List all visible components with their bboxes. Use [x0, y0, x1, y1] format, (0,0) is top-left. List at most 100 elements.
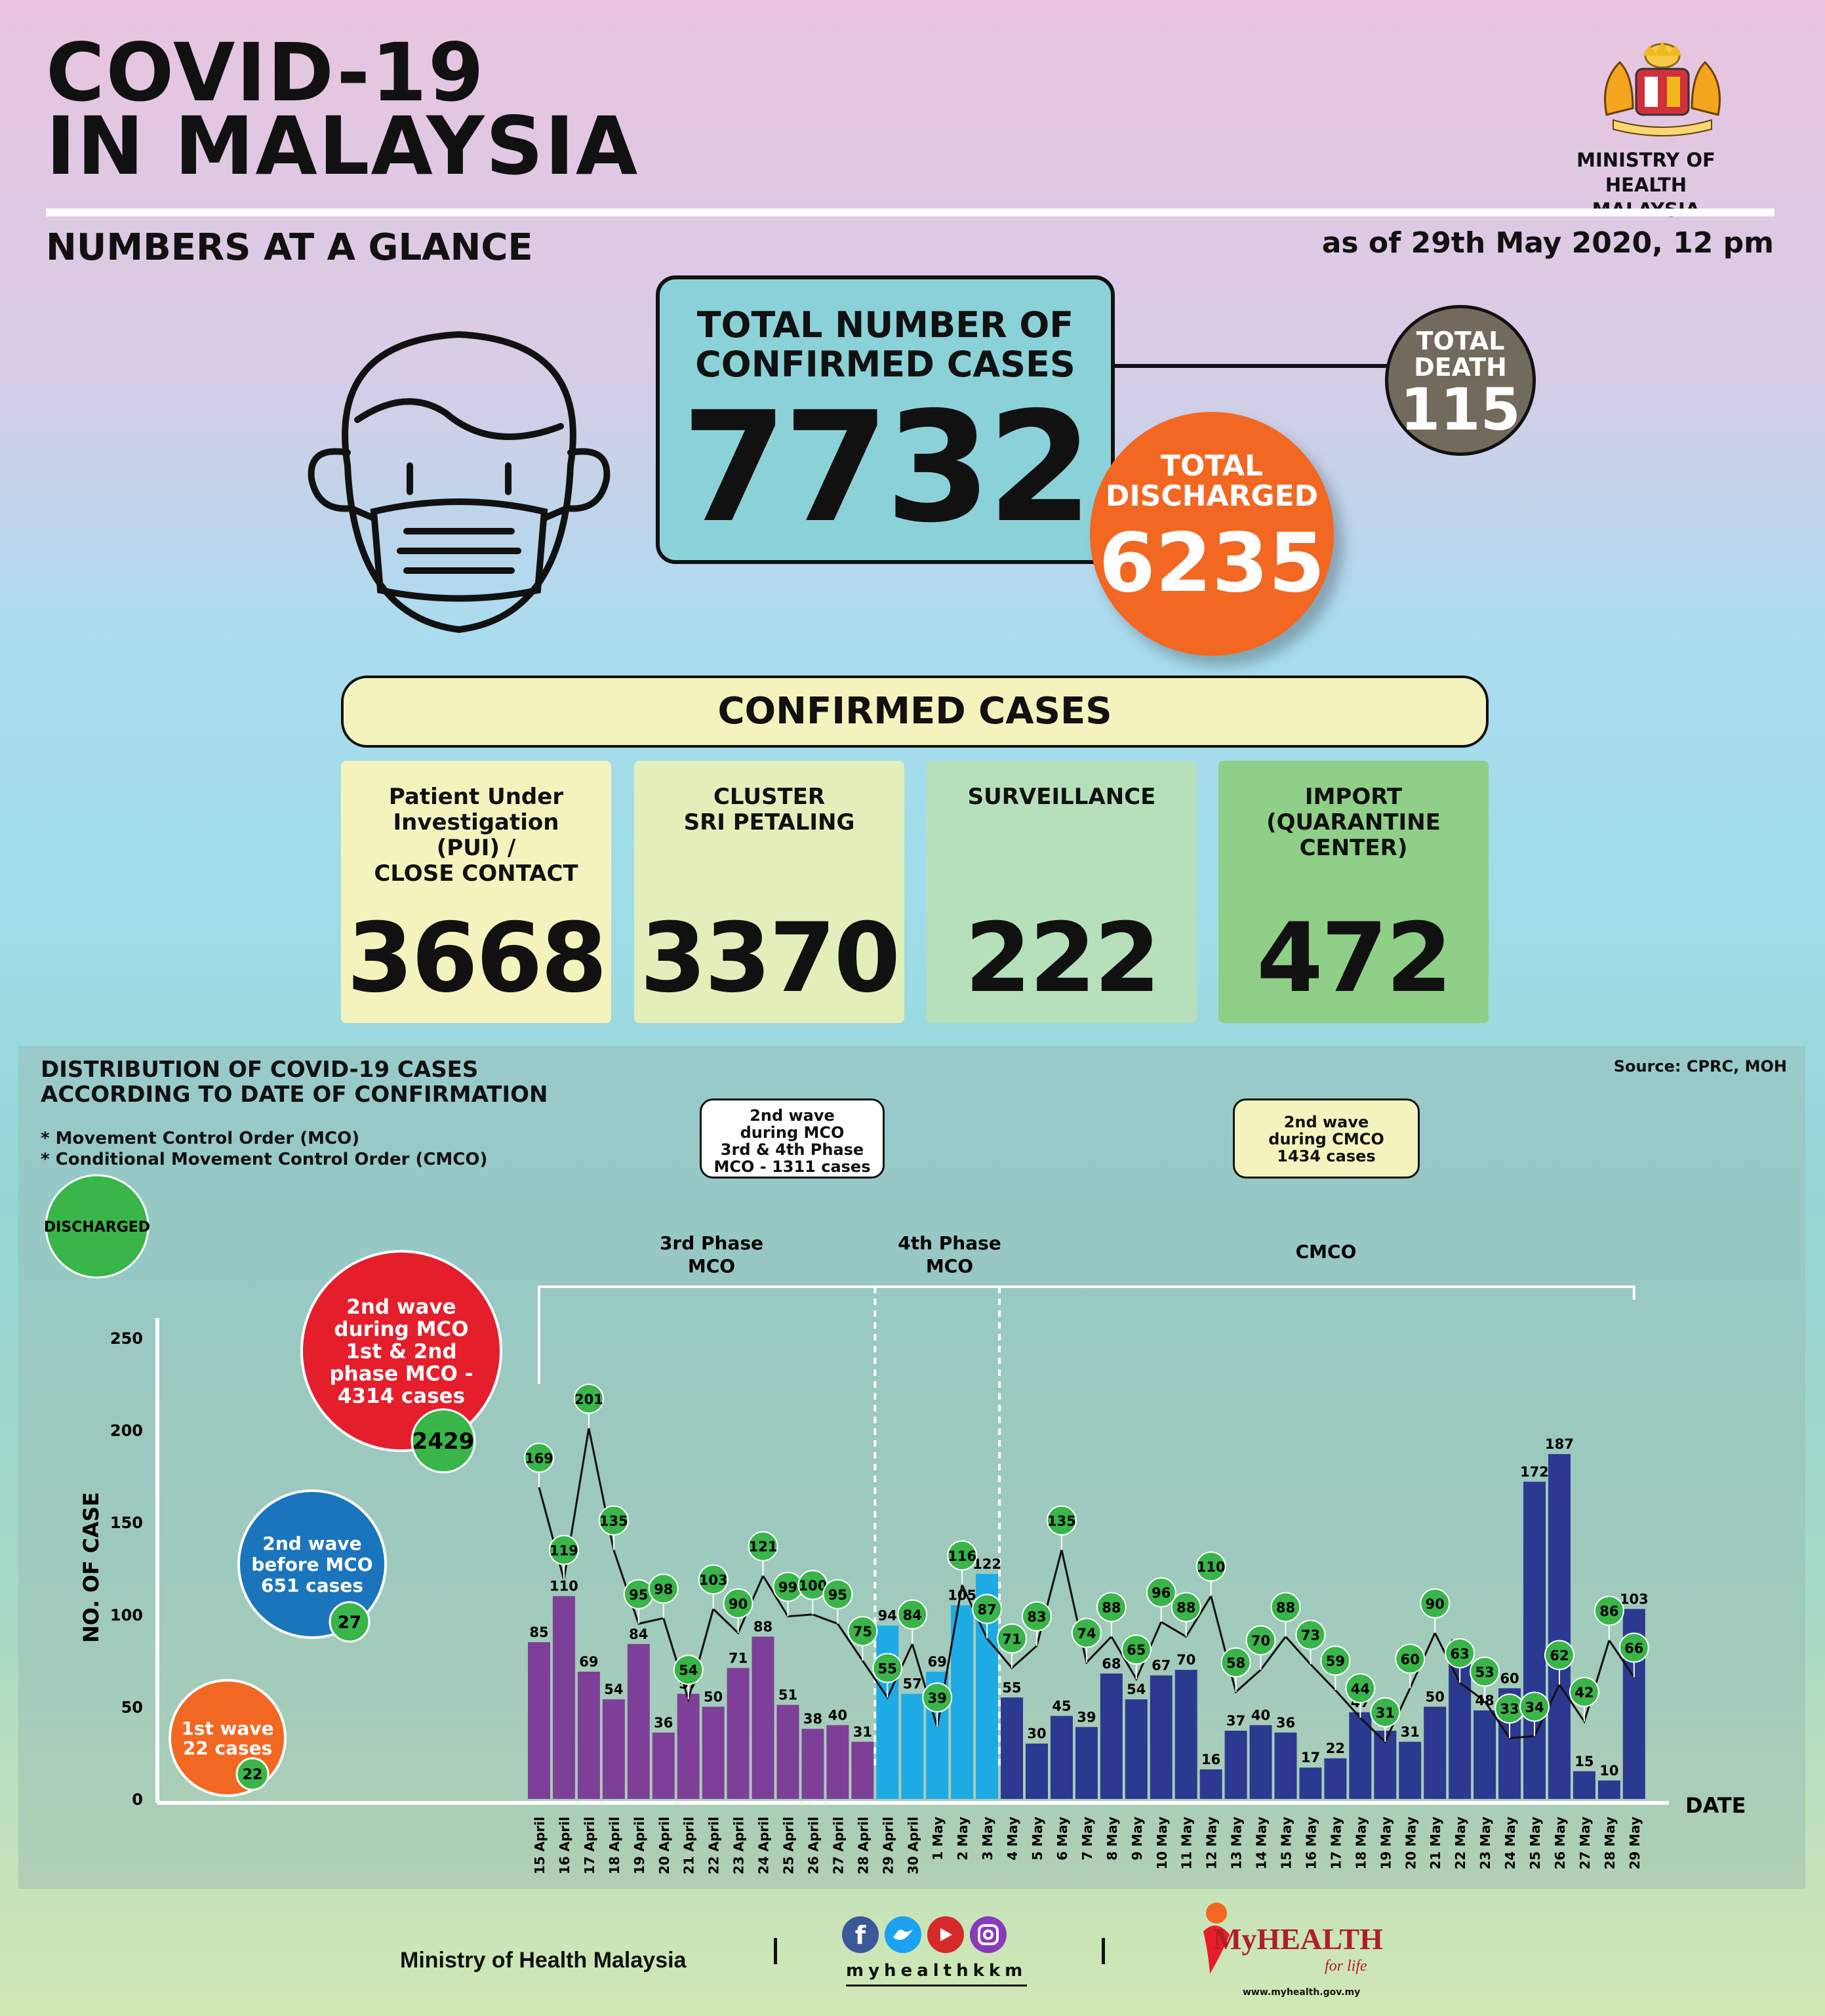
case-value-label: 187 — [1545, 1436, 1574, 1452]
chart-title-line-2: ACCORDING TO DATE OF CONFIRMATION — [41, 1081, 548, 1108]
discharged-value-label: 88 — [1102, 1600, 1121, 1616]
discharged-point — [1121, 1634, 1152, 1665]
date-tick-label: 7 May — [1079, 1817, 1095, 1861]
discharged-value-label: 63 — [1451, 1646, 1470, 1662]
wave-bubble-line: 1st & 2nd — [346, 1340, 456, 1363]
total-confirmed-value: 7732 — [681, 379, 1093, 556]
wave-bubble-line: phase MCO - — [329, 1362, 473, 1386]
wave-discharged-value: 2429 — [412, 1428, 475, 1455]
myhealth-url: www.myhealth.gov.my — [1243, 1987, 1361, 1998]
title-line-2: IN MALAYSIA — [46, 100, 639, 193]
category-label-line: CENTER) — [1299, 835, 1408, 861]
discharged-point — [997, 1623, 1028, 1654]
discharged-point — [598, 1505, 629, 1536]
discharged-point — [1195, 1551, 1226, 1582]
case-value-label: 172 — [1520, 1464, 1549, 1480]
case-bar — [1001, 1697, 1024, 1799]
phase-4-label-line: MCO — [926, 1255, 973, 1277]
case-value-label: 15 — [1574, 1754, 1594, 1769]
category-value: 3668 — [346, 902, 607, 1014]
y-axis-label: NO. OF CASE — [79, 1492, 104, 1643]
date-tick-label: 24 May — [1502, 1817, 1518, 1870]
date-tick-label: 28 April — [855, 1817, 871, 1874]
youtube-icon[interactable] — [927, 1916, 964, 1953]
case-bar — [1050, 1716, 1073, 1799]
discharged-value-label: 86 — [1599, 1603, 1618, 1619]
case-bar — [876, 1625, 899, 1799]
case-value-label: 67 — [1152, 1658, 1171, 1674]
wave-bubble-line: 651 cases — [261, 1575, 363, 1596]
case-value-label: 10 — [1599, 1763, 1618, 1779]
discharged-value-label: 60 — [1401, 1651, 1420, 1667]
total-confirmed-card: TOTAL NUMBER OF CONFIRMED CASES 7732 — [656, 275, 1115, 564]
wave-discharged-badge — [411, 1408, 476, 1474]
wave-bubble-line: 4314 cases — [338, 1384, 465, 1408]
case-bar — [602, 1699, 625, 1799]
header-divider — [46, 209, 1775, 216]
category-label-line: SURVEILLANCE — [967, 784, 1156, 810]
date-tick-label: 16 April — [557, 1817, 572, 1874]
discharged-point — [1470, 1656, 1500, 1687]
case-bar — [1150, 1675, 1173, 1799]
case-bar — [826, 1725, 849, 1799]
case-value-label: 16 — [1201, 1752, 1220, 1767]
case-value-label: 71 — [729, 1650, 748, 1666]
discharged-point — [1320, 1645, 1351, 1676]
category-label-line: IMPORT — [1304, 784, 1403, 810]
case-bar — [1224, 1730, 1247, 1799]
instagram-icon[interactable] — [970, 1916, 1007, 1953]
case-value-label: 68 — [1102, 1656, 1121, 1672]
chart-note-mco: * Movement Control Order (MCO) — [41, 1129, 360, 1148]
section-subtitle: NUMBERS AT A GLANCE — [46, 226, 533, 269]
discharged-value-label: 119 — [550, 1542, 578, 1558]
discharged-value-label: 95 — [828, 1587, 847, 1603]
discharged-value-label: 31 — [1376, 1705, 1395, 1721]
discharged-point — [723, 1588, 753, 1619]
discharged-point — [847, 1616, 878, 1647]
discharged-point — [1270, 1592, 1301, 1623]
chart-notes: * Movement Control Order (MCO) * Conditi… — [41, 1128, 487, 1170]
discharged-legend-circle — [45, 1174, 150, 1279]
phase-3-label-line: MCO — [688, 1255, 735, 1277]
discharged-point — [947, 1540, 978, 1571]
discharged-point — [922, 1682, 953, 1713]
cmco-label: CMCO — [1296, 1241, 1357, 1262]
category-label-line: SRI PETALING — [683, 809, 855, 836]
total-confirmed-label-1: TOTAL NUMBER OF — [696, 304, 1074, 346]
phase-3-label-line: 3rd Phase — [660, 1232, 763, 1254]
case-bar — [1274, 1732, 1297, 1799]
case-value-label: 69 — [579, 1654, 598, 1670]
discharged-value-label: 110 — [1197, 1560, 1226, 1575]
discharged-value-label: 70 — [1251, 1633, 1270, 1649]
wave-cmco-line: 1434 cases — [1277, 1147, 1376, 1165]
twitter-icon[interactable] — [885, 1916, 921, 1953]
case-bar — [1349, 1712, 1372, 1799]
discharged-point — [1022, 1601, 1052, 1632]
case-bar — [1324, 1758, 1347, 1799]
date-tick-label: 13 May — [1229, 1817, 1245, 1870]
category-card: IMPORT (QUARANTINE CENTER) 472 — [1218, 761, 1489, 1023]
y-tick-label: 100 — [110, 1606, 143, 1624]
case-bar — [1249, 1725, 1272, 1799]
case-value-label: 88 — [753, 1619, 772, 1635]
date-tick-label: 24 April — [756, 1817, 772, 1874]
myhealth-tagline: for life — [1325, 1958, 1367, 1975]
y-tick-label: 50 — [121, 1698, 143, 1716]
case-value-label: 94 — [878, 1608, 897, 1624]
discharged-point — [1245, 1625, 1276, 1656]
case-value-label: 51 — [778, 1687, 797, 1703]
case-bar — [1597, 1780, 1620, 1799]
discharged-point — [1046, 1505, 1077, 1536]
category-label-line: (QUARANTINE — [1266, 809, 1441, 836]
date-tick-label: 4 May — [1005, 1817, 1020, 1861]
case-value-label: 17 — [1301, 1750, 1320, 1765]
case-bar — [1199, 1769, 1222, 1799]
discharged-point — [1420, 1588, 1451, 1619]
discharged-point — [1544, 1640, 1574, 1670]
facebook-icon[interactable]: f — [842, 1916, 879, 1953]
chart-title-line-1: DISTRIBUTION OF COVID-19 CASES — [41, 1057, 479, 1083]
case-value-label: 40 — [1251, 1708, 1270, 1724]
date-tick-label: 15 April — [532, 1817, 548, 1874]
date-tick-label: 27 April — [830, 1817, 846, 1874]
total-death-value: 115 — [1400, 376, 1521, 443]
